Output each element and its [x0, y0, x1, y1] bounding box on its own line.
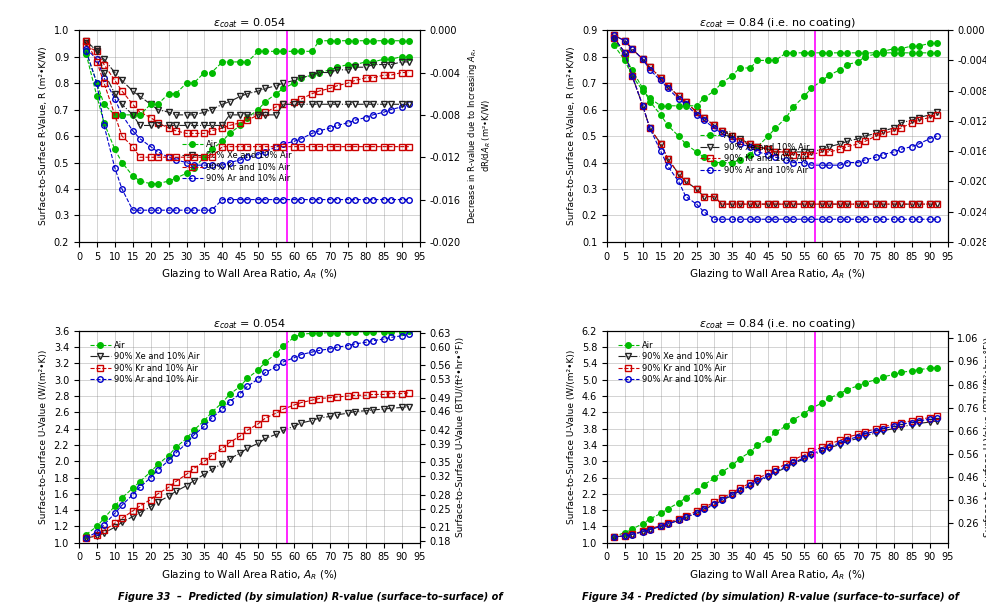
X-axis label: Glazing to Wall Area Ratio, $A_R$ (%): Glazing to Wall Area Ratio, $A_R$ (%): [161, 267, 337, 281]
Title: $\varepsilon_{coat}$ = 0.84 (i.e. no coating): $\varepsilon_{coat}$ = 0.84 (i.e. no coa…: [698, 16, 855, 30]
Y-axis label: Surface-to-Surface U-Value (BTU/(ft²•hr•°F)): Surface-to-Surface U-Value (BTU/(ft²•hr•…: [983, 336, 986, 537]
Y-axis label: Surface-to-Surface U-Value (BTU/(ft²•hr•°F)): Surface-to-Surface U-Value (BTU/(ft²•hr•…: [456, 336, 465, 537]
Y-axis label: Surface-to-Surface U-Value (W/(m²•K)): Surface-to-Surface U-Value (W/(m²•K)): [39, 350, 48, 524]
Title: $\varepsilon_{coat}$ = 0.054: $\varepsilon_{coat}$ = 0.054: [213, 317, 285, 331]
X-axis label: Glazing to Wall Area Ratio, $A_R$ (%): Glazing to Wall Area Ratio, $A_R$ (%): [161, 568, 337, 582]
Legend: Air, 90% Xe and 10% Air, 90% Kr and 10% Air, 90% Ar and 10% Air: Air, 90% Xe and 10% Air, 90% Kr and 10% …: [87, 337, 203, 387]
Y-axis label: Surface-to-Surface U-Value (W/(m²•K)): Surface-to-Surface U-Value (W/(m²•K)): [567, 350, 576, 524]
X-axis label: Glazing to Wall Area Ratio, $A_R$ (%): Glazing to Wall Area Ratio, $A_R$ (%): [688, 267, 865, 281]
Y-axis label: Surface-to-Surface R-Value, R (m²•K/W): Surface-to-Surface R-Value, R (m²•K/W): [567, 47, 576, 226]
Legend: Air, 90% Xe and 10% Air, 90% Kr and 10% Air, 90% Ar and 10% Air: Air, 90% Xe and 10% Air, 90% Kr and 10% …: [178, 136, 295, 186]
Title: $\varepsilon_{coat}$ = 0.84 (i.e. no coating): $\varepsilon_{coat}$ = 0.84 (i.e. no coa…: [698, 317, 855, 331]
X-axis label: Glazing to Wall Area Ratio, $A_R$ (%): Glazing to Wall Area Ratio, $A_R$ (%): [688, 568, 865, 582]
Legend: Air, 90% Xe and 10% Air, 90% Kr and 10% Air, 90% Ar and 10% Air: Air, 90% Xe and 10% Air, 90% Kr and 10% …: [614, 337, 731, 387]
Title: $\varepsilon_{coat}$ = 0.054: $\varepsilon_{coat}$ = 0.054: [213, 16, 285, 30]
Y-axis label: Decrease in R-value due to Increasing $A_R$,
dR/d$A_R$ (m²•K/W): Decrease in R-value due to Increasing $A…: [465, 48, 493, 224]
Y-axis label: Surface-to-Surface R-Value, R (m²•K/W): Surface-to-Surface R-Value, R (m²•K/W): [39, 47, 48, 226]
Text: Figure 33  –  Predicted (by simulation) R-value (surface–to–surface) of: Figure 33 – Predicted (by simulation) R-…: [118, 592, 503, 602]
Text: Figure 34 - Predicted (by simulation) R-value (surface–to–surface) of: Figure 34 - Predicted (by simulation) R-…: [582, 592, 958, 602]
Legend: Air, 90% Xe and 10% Air, 90% Kr and 10% Air, 90% Ar and 10% Air: Air, 90% Xe and 10% Air, 90% Kr and 10% …: [695, 128, 811, 178]
